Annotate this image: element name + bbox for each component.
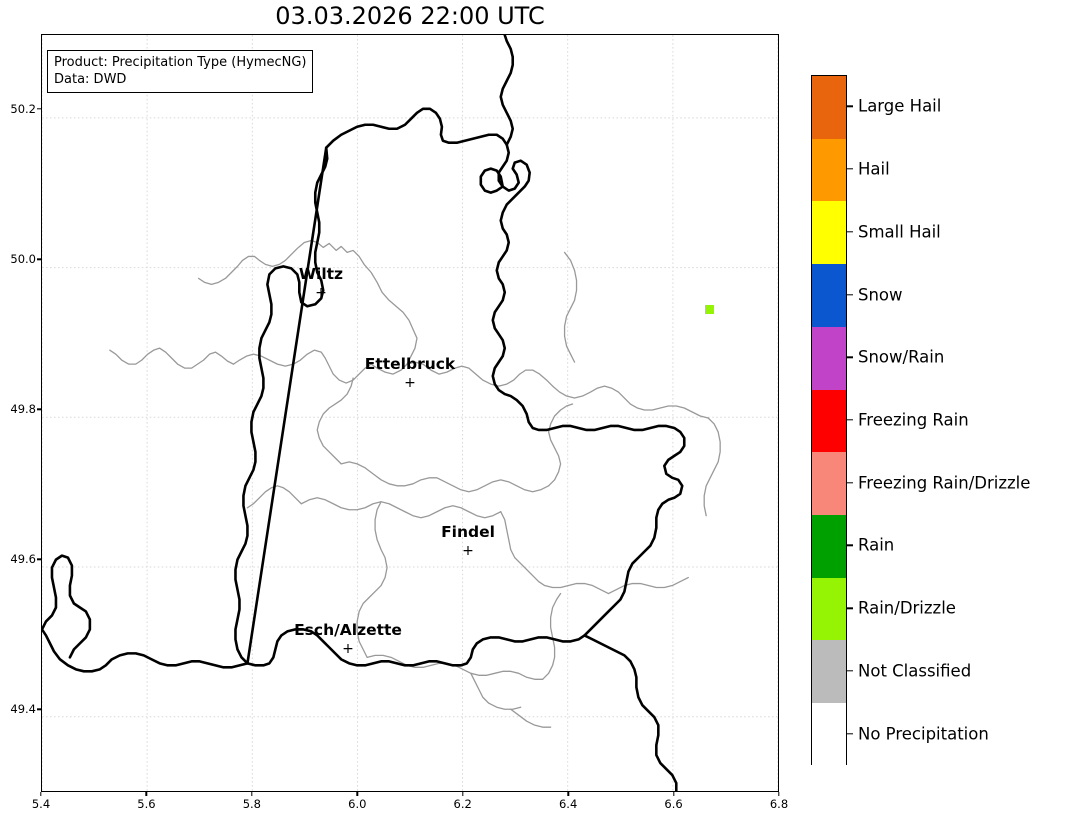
y-tick-label: 50.0	[10, 252, 36, 267]
legend-label: No Precipitation	[858, 724, 989, 744]
x-tick-mark	[672, 792, 675, 796]
city-label-esch-alzette: Esch/Alzette +	[294, 621, 402, 657]
legend-label: Small Hail	[858, 222, 941, 242]
x-tick-label: 5.8	[242, 797, 261, 811]
legend-label: Hail	[858, 159, 890, 179]
legend-band[interactable]	[812, 76, 846, 139]
x-tick-label: 6.8	[769, 797, 789, 811]
legend-band[interactable]	[812, 264, 846, 327]
city-marker-icon: +	[315, 284, 327, 301]
legend-label: Large Hail	[858, 96, 942, 116]
legend-tick-mark	[846, 670, 853, 672]
precipitation-data-layer	[42, 35, 778, 791]
map-plot-area[interactable]: Wiltz + Ettelbruck + Findel + Esch/Alzet…	[41, 34, 779, 792]
x-tick-mark	[356, 792, 358, 796]
city-marker-icon: +	[342, 640, 354, 657]
y-tick-label: 50.2	[10, 102, 36, 117]
legend-label: Not Classified	[858, 661, 972, 681]
legend-tick-mark	[846, 419, 853, 421]
city-name: Wiltz	[298, 265, 344, 283]
y-tick-mark	[37, 258, 41, 260]
legend-tick-mark	[846, 544, 853, 547]
x-tick-label: 6.6	[664, 797, 683, 811]
city-marker-icon: +	[404, 374, 416, 391]
city-label-ettelbruck: Ettelbruck +	[364, 355, 456, 391]
legend-tick-mark	[846, 482, 853, 484]
y-tick-label: 49.4	[10, 702, 36, 717]
legend-tick-mark	[846, 356, 853, 358]
city-name: Findel	[441, 523, 495, 541]
legend-band[interactable]	[812, 640, 846, 704]
legend-band[interactable]	[812, 703, 846, 766]
legend-tick-mark	[846, 105, 853, 108]
y-tick-label: 49.8	[10, 402, 36, 417]
city-marker-icon: +	[462, 542, 474, 559]
legend-band[interactable]	[812, 138, 846, 202]
legend-tick-mark	[846, 732, 853, 735]
grid-layer	[42, 35, 778, 791]
product-info-box: Product: Precipitation Type (HymecNG) Da…	[47, 50, 314, 94]
x-tick-label: 5.4	[31, 797, 51, 811]
legend-label: Rain/Drizzle	[858, 598, 956, 618]
info-data-line: Data: DWD	[54, 72, 127, 88]
x-tick-label: 6.2	[453, 797, 472, 811]
city-label-wiltz: Wiltz +	[298, 265, 344, 301]
legend-label: Freezing Rain/Drizzle	[858, 473, 1031, 493]
legend-band[interactable]	[812, 577, 846, 641]
legend-tick-mark	[846, 231, 853, 233]
y-tick-mark	[37, 408, 41, 410]
x-tick-mark	[40, 792, 42, 796]
x-tick-mark	[462, 792, 464, 796]
x-tick-mark	[778, 792, 780, 796]
legend-band[interactable]	[812, 201, 846, 265]
legend-tick-mark	[846, 607, 853, 609]
x-tick-label: 6.0	[348, 797, 367, 811]
legend-band[interactable]	[812, 452, 846, 516]
x-tick-label: 6.4	[558, 797, 578, 811]
x-tick-label: 5.6	[137, 797, 156, 811]
legend-tick-mark	[846, 168, 853, 170]
y-tick-mark	[37, 108, 41, 110]
x-tick-mark	[567, 792, 569, 796]
y-tick-label: 49.6	[10, 552, 36, 567]
legend-label: Freezing Rain	[858, 410, 969, 430]
legend-tick-mark	[846, 293, 853, 296]
x-tick-mark	[145, 792, 148, 796]
info-product-line: Product: Precipitation Type (HymecNG)	[54, 55, 307, 70]
legend-colorbar[interactable]	[811, 75, 847, 766]
data-cell	[705, 305, 714, 314]
map-borders-layer	[42, 35, 721, 791]
legend-band[interactable]	[812, 326, 846, 390]
city-labels-layer: Wiltz + Ettelbruck + Findel + Esch/Alzet…	[42, 35, 778, 791]
city-name: Ettelbruck	[364, 355, 456, 373]
legend-band[interactable]	[812, 389, 846, 453]
city-label-findel: Findel +	[441, 523, 495, 559]
city-name: Esch/Alzette	[294, 621, 402, 639]
y-tick-mark	[37, 708, 41, 711]
y-tick-mark	[37, 558, 41, 561]
x-tick-mark	[251, 792, 253, 796]
legend-label: Snow/Rain	[858, 347, 945, 367]
page-title: 03.03.2026 22:00 UTC	[275, 2, 545, 30]
legend-label: Rain	[858, 535, 895, 555]
legend-label: Snow	[858, 285, 903, 305]
legend-band[interactable]	[812, 515, 846, 578]
